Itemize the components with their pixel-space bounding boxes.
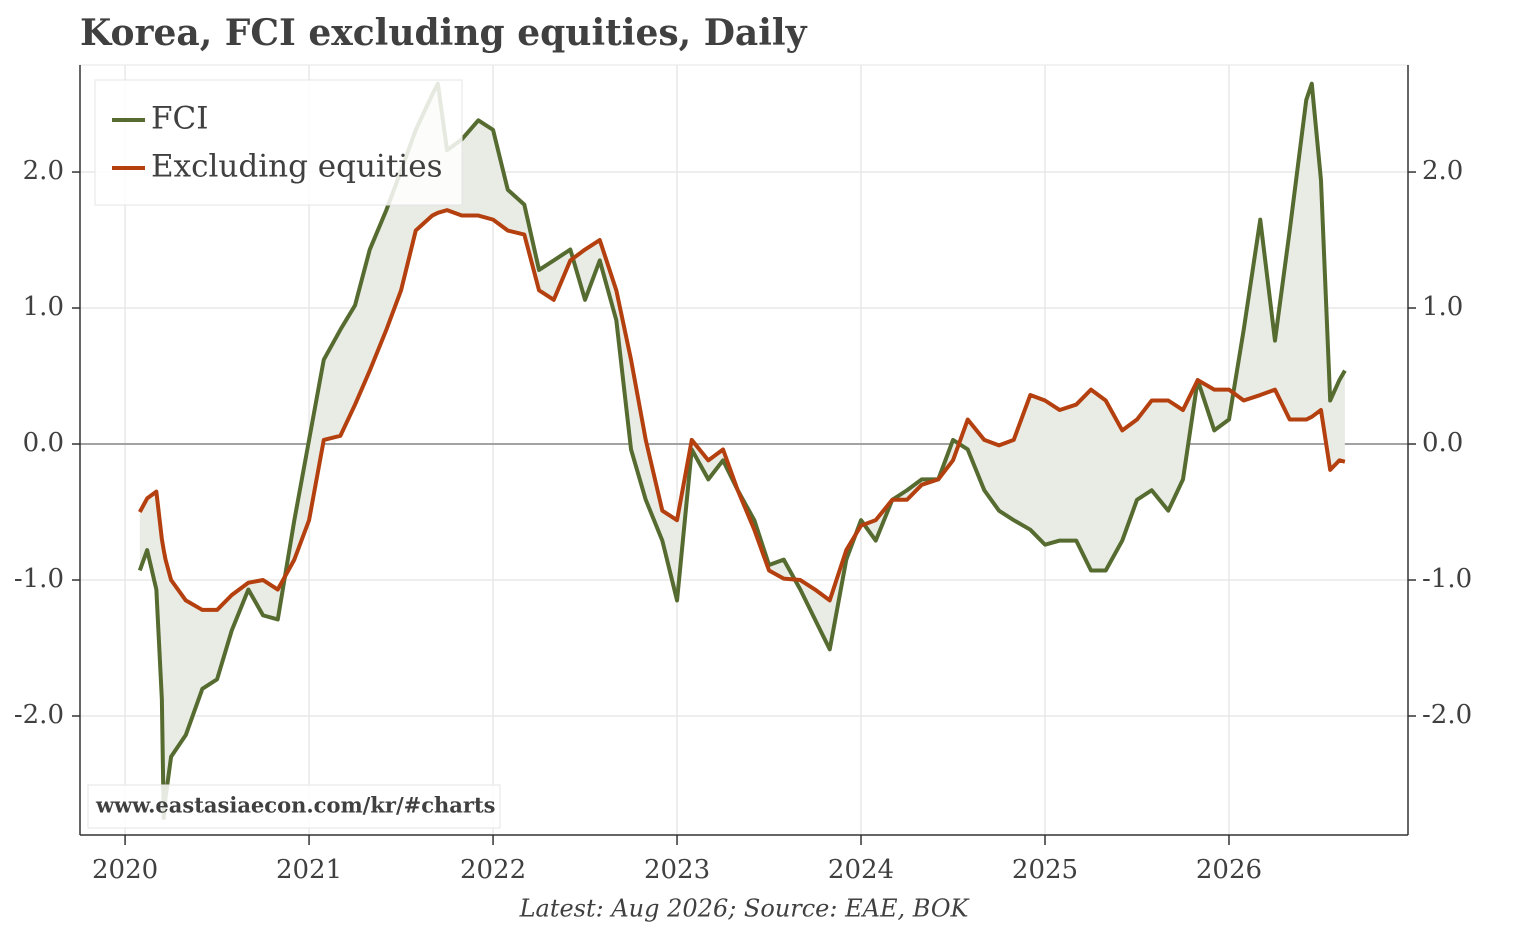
x-tick-label: 2023 bbox=[644, 855, 710, 885]
source-note: Latest: Aug 2026; Source: EAE, BOK bbox=[519, 895, 971, 923]
x-tick-label: 2025 bbox=[1012, 855, 1078, 885]
y2-tick-label: -1.0 bbox=[1422, 564, 1472, 594]
watermark: www.eastasiaecon.com/kr/#charts bbox=[95, 793, 495, 818]
y-tick-label: -2.0 bbox=[14, 700, 64, 730]
y2-tick-label: 0.0 bbox=[1422, 428, 1463, 458]
y-tick-label: 1.0 bbox=[23, 292, 64, 322]
y-tick-label: 2.0 bbox=[23, 156, 64, 186]
x-tick-label: 2021 bbox=[276, 855, 342, 885]
x-tick-label: 2022 bbox=[460, 855, 526, 885]
legend-label: FCI bbox=[151, 101, 208, 137]
y-tick-label: -1.0 bbox=[14, 564, 64, 594]
chart-title: Korea, FCI excluding equities, Daily bbox=[80, 12, 808, 54]
x-tick-label: 2024 bbox=[828, 855, 894, 885]
legend-label: Excluding equities bbox=[151, 149, 442, 185]
series-line bbox=[137, 81, 1347, 821]
y-tick-label: 0.0 bbox=[23, 428, 64, 458]
watermark-box bbox=[87, 784, 501, 829]
y2-tick-label: 2.0 bbox=[1422, 156, 1463, 186]
y2-tick-label: -2.0 bbox=[1422, 700, 1472, 730]
legend-box bbox=[94, 79, 463, 206]
series-line bbox=[138, 208, 1346, 612]
x-tick-label: 2020 bbox=[92, 855, 158, 885]
gap-fill bbox=[139, 83, 1345, 819]
x-tick-label: 2026 bbox=[1196, 855, 1262, 885]
y2-tick-label: 1.0 bbox=[1422, 292, 1463, 322]
